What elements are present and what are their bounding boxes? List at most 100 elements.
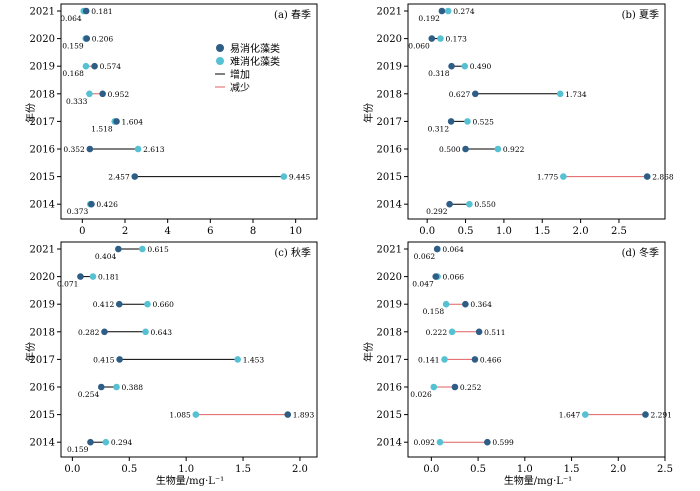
easy-algae-point [91,62,98,70]
y-tick-label: 2020 [377,34,402,45]
hard-algae-point [444,7,452,15]
data-label: 0.159 [62,42,84,51]
hard-algae-point [142,328,149,336]
data-label: 0.426 [96,200,118,209]
easy-algae-point [447,118,455,125]
data-label: 0.373 [67,207,89,216]
data-label: 0.047 [412,280,434,289]
easy-algae-point [97,383,105,391]
easy-algae-point [116,356,123,363]
data-label: 9.445 [289,173,311,182]
data-label: 0.092 [413,438,435,447]
y-tick-label: 2014 [377,200,402,211]
x-tick-label: 10 [289,226,302,237]
plot-frame [60,241,318,458]
data-label: 0.282 [78,328,100,337]
y-tick-label: 2017 [377,117,402,128]
easy-algae-point [131,173,139,180]
easy-algae-point [471,90,479,98]
data-label: 1.085 [169,411,191,420]
hard-algae-point [437,35,444,42]
y-tick-label: 2020 [30,34,55,45]
x-axis-label-right: 生物量/mg·L⁻¹ [504,474,572,487]
y-tick-label: 2017 [377,355,402,366]
x-tick-label: 2 [122,226,128,237]
hard-algae-point [556,90,564,98]
easy-algae-point [462,300,469,308]
data-label: 0.062 [414,252,436,261]
plot-frame [407,241,666,458]
y-tick-label: 2019 [377,300,402,311]
hard-algae-point [442,300,450,308]
data-label: 0.060 [408,42,430,51]
x-tick-label: 4 [164,226,170,237]
data-label: 0.064 [60,14,82,23]
data-label: 0.318 [428,69,450,78]
x-tick-label: 1.5 [564,464,580,475]
easy-algae-point [438,7,446,15]
data-label: 0.643 [151,328,173,337]
data-label: 1.604 [122,117,144,126]
y-tick-label: 2019 [30,300,55,311]
data-label: 1.893 [293,411,315,420]
chart-panel-4: (d) 冬季 0.0 0.5 1.0 1.5 2.0 2.5 2021 2020 2019 2018… [377,241,673,475]
data-label: 0.141 [418,355,439,364]
y-tick-label: 2020 [30,272,55,283]
data-label: 0.404 [95,252,117,261]
easy-algae-point [451,383,459,391]
data-label: 2.613 [143,145,165,154]
easy-algae-point [475,328,483,336]
hard-algae-point [102,438,110,446]
data-label: 0.168 [62,69,84,78]
x-tick-label: 8 [250,226,256,237]
easy-algae-point [433,245,441,253]
data-label: 0.192 [418,14,440,23]
data-label: 0.952 [108,90,130,99]
data-label: 0.615 [147,245,169,254]
data-label: 2.291 [650,411,671,420]
y-tick-label: 2015 [30,410,55,421]
hard-algae-point [441,356,448,363]
panel-title: (d) 冬季 [622,246,659,259]
data-label: 0.071 [57,280,78,289]
legend-label: 增加 [230,68,250,81]
easy-algae-point [115,245,122,253]
data-label: 0.206 [92,35,114,44]
x-tick-label: 2.0 [573,226,589,237]
y-tick-label: 2014 [30,438,55,449]
panel-title: (a) 春季 [274,9,311,21]
x-tick-label: 1.0 [496,226,512,237]
x-tick-label: 0.0 [419,226,435,237]
y-tick-label: 2017 [30,117,55,128]
data-label: 0.550 [474,200,496,209]
data-label: 1.647 [559,411,581,420]
data-label: 0.254 [78,390,100,399]
data-label: 0.158 [423,307,445,316]
x-tick-label: 1.0 [178,464,194,475]
hard-algae-point [581,411,589,418]
y-tick-label: 2020 [377,272,402,283]
data-label: 0.412 [93,300,115,309]
data-label: 0.500 [439,145,461,154]
easy-algae-point [82,7,90,15]
easy-algae-point [115,300,123,308]
data-label: 0.922 [503,145,525,154]
easy-algae-point [87,438,94,446]
hard-algae-point [466,200,473,208]
data-label: 0.222 [426,328,448,337]
hard-algae-point [280,173,288,180]
data-label: 0.415 [93,355,115,364]
y-tick-label: 2018 [377,89,402,100]
chart-panel-2: (b) 夏季 0.0 0.5 1.0 1.5 2.0 2.5 2021 2020 2019 2018… [377,3,674,237]
y-tick-label: 2014 [30,200,55,211]
panel-title: (b) 夏季 [622,9,659,21]
hard-algae-point [89,273,97,280]
x-tick-label: 0.0 [423,464,439,475]
data-label: 0.181 [98,273,119,282]
x-tick-label: 6 [207,226,213,237]
easy-algae-point [446,200,453,208]
y-axis-label-bottom: 年份 [24,342,37,362]
easy-algae-point [284,411,292,418]
easy-algae-point [428,35,436,42]
y-tick-label: 2016 [30,145,55,156]
